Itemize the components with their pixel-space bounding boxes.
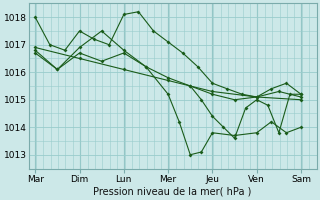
X-axis label: Pression niveau de la mer( hPa ): Pression niveau de la mer( hPa )	[93, 187, 252, 197]
